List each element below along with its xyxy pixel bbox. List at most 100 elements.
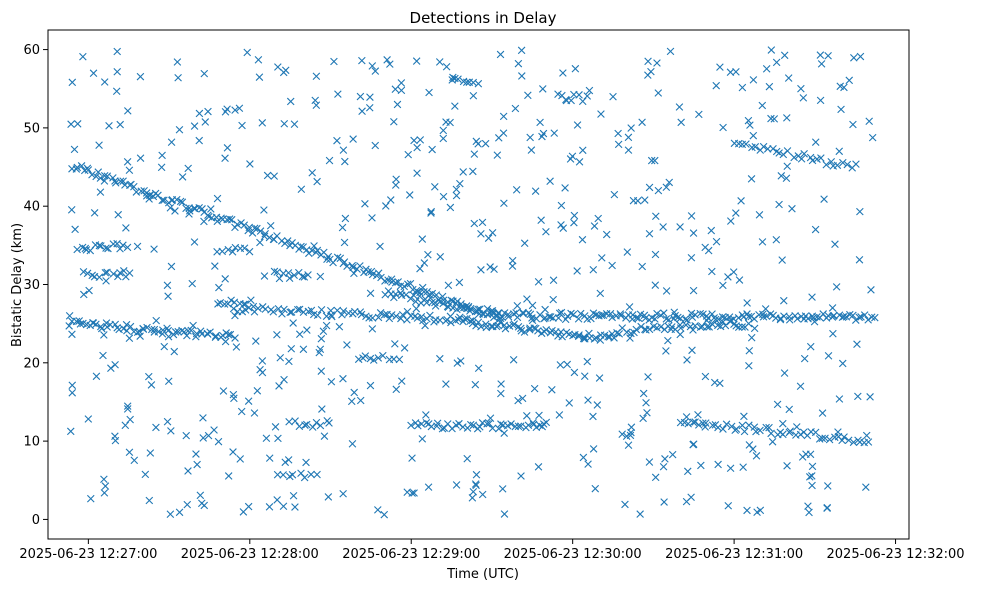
data-point (734, 323, 743, 331)
data-point (864, 316, 872, 324)
data-point (339, 489, 347, 498)
data-point (510, 320, 519, 328)
data-point (650, 156, 659, 165)
data-point (587, 314, 595, 323)
data-point (474, 318, 483, 327)
data-point (537, 216, 545, 224)
data-point (276, 353, 285, 362)
data-point (796, 382, 805, 391)
data-point (471, 380, 480, 389)
data-point (817, 154, 825, 162)
data-point (102, 277, 110, 285)
data-point (125, 334, 134, 343)
data-point (719, 281, 727, 290)
data-point (653, 309, 661, 318)
data-point (818, 434, 827, 443)
data-point (534, 327, 542, 335)
data-point (743, 299, 751, 307)
data-point (167, 262, 176, 271)
data-point (73, 120, 82, 128)
data-point (834, 428, 842, 436)
data-point (624, 441, 633, 449)
data-point (487, 307, 495, 316)
data-point (183, 500, 192, 509)
data-point (784, 74, 793, 82)
data-point (849, 438, 858, 447)
data-point (339, 374, 347, 383)
data-point (391, 278, 400, 287)
data-point (495, 309, 503, 317)
data-point (89, 69, 98, 78)
data-point (738, 421, 747, 430)
data-point (860, 311, 869, 319)
data-point (782, 114, 791, 122)
data-point (597, 311, 606, 320)
data-point (501, 324, 510, 333)
data-point (325, 419, 333, 427)
data-point (422, 418, 431, 427)
data-point (219, 387, 228, 395)
data-point (119, 241, 127, 250)
data-point (223, 105, 231, 113)
data-point (68, 330, 76, 339)
data-point (79, 290, 88, 299)
data-point (339, 146, 348, 154)
data-point (703, 322, 711, 331)
data-point (468, 494, 477, 502)
data-point (719, 318, 727, 326)
data-point (617, 311, 625, 320)
data-point (235, 104, 244, 113)
data-point (357, 310, 366, 319)
data-point (237, 407, 246, 416)
data-point (708, 421, 717, 430)
data-point (462, 302, 471, 310)
data-point (419, 316, 427, 325)
data-point (192, 450, 200, 458)
data-point (285, 417, 293, 426)
data-point (77, 162, 86, 170)
data-point (785, 316, 794, 324)
data-point (712, 237, 721, 246)
data-point (759, 142, 768, 151)
data-point (862, 483, 870, 491)
data-point (651, 473, 660, 482)
data-point (365, 314, 373, 322)
data-point (854, 392, 862, 401)
data-point (811, 225, 820, 234)
data-point (557, 221, 565, 229)
data-point (279, 471, 287, 479)
data-point (816, 96, 825, 105)
data-point (595, 374, 604, 382)
data-point (275, 382, 283, 390)
data-point (833, 161, 842, 170)
data-point (391, 85, 400, 93)
data-point (185, 210, 193, 218)
data-point (614, 140, 623, 149)
data-point (514, 422, 523, 431)
data-point (101, 268, 110, 277)
data-point (238, 121, 246, 130)
data-point (548, 385, 556, 394)
data-point (228, 248, 237, 256)
data-point (293, 305, 302, 314)
data-point (481, 139, 490, 148)
data-point (677, 118, 685, 127)
data-point (626, 431, 635, 440)
data-point (83, 269, 92, 278)
data-point (524, 91, 532, 100)
data-point (462, 78, 471, 87)
data-point (240, 221, 249, 229)
data-point (313, 246, 322, 255)
data-point (269, 308, 278, 316)
data-point (400, 282, 409, 291)
data-point (286, 97, 295, 106)
data-point (831, 240, 839, 249)
data-point (535, 411, 543, 420)
data-point (280, 119, 289, 128)
data-point (472, 481, 480, 490)
data-point (147, 381, 156, 389)
data-point (689, 326, 697, 334)
data-point (84, 166, 93, 174)
data-point (119, 267, 128, 275)
data-point (280, 375, 288, 384)
